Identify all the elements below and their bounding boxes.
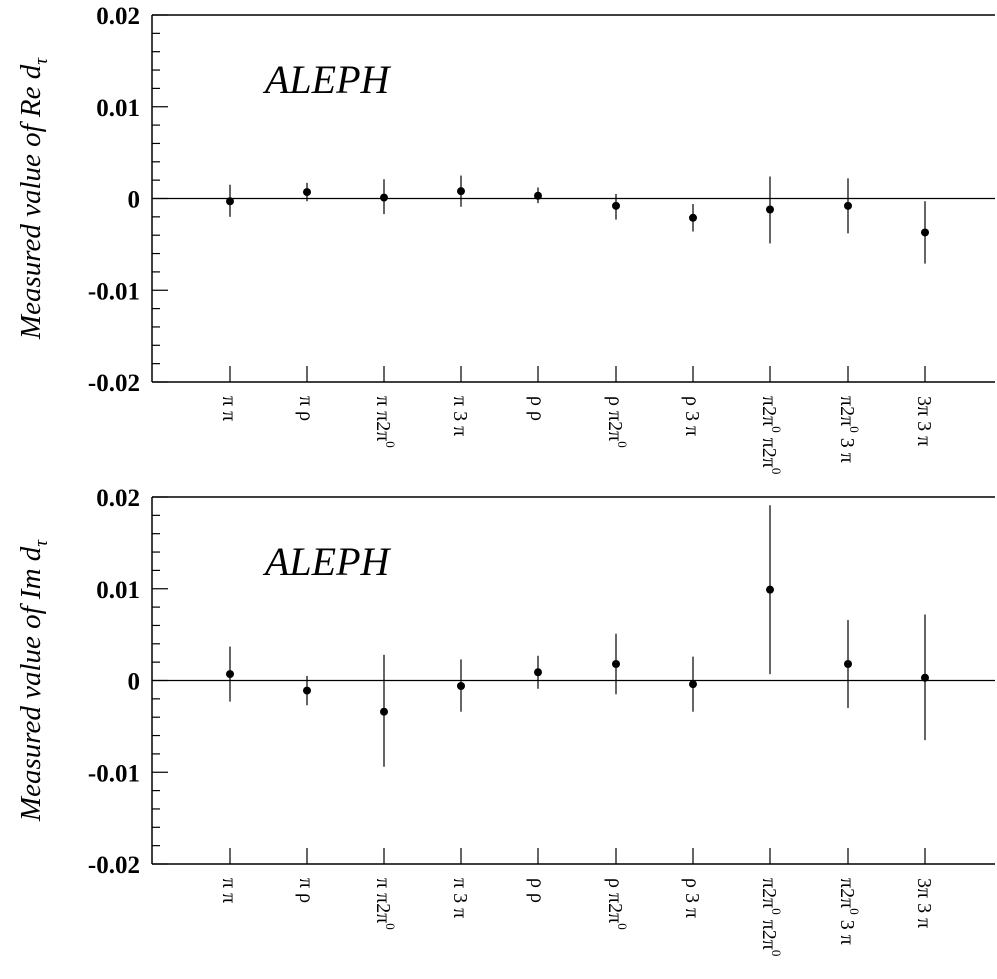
x-category-label: ρ ρ (526, 878, 548, 903)
x-category-label: ρ 3 π (681, 878, 703, 918)
aleph-annotation: ALEPH (262, 539, 392, 584)
category-label-text: π2π (758, 878, 780, 908)
category-label-superscript: 0 (769, 468, 784, 475)
category-label-text: π 3 π (449, 878, 471, 918)
x-category-label: ρ π2π0 (604, 396, 630, 448)
category-label-text: ρ π2π (604, 396, 626, 441)
x-category-label: π ρ (295, 878, 317, 903)
y-axis-label-subscript: τ (31, 539, 52, 547)
category-label-text: 3π 3 π (913, 396, 935, 446)
data-point (612, 201, 620, 210)
y-tick-label: 0.02 (96, 485, 140, 512)
category-label-text: π2π (836, 396, 858, 426)
x-category-label: ρ ρ (526, 396, 548, 421)
category-label-superscript: 0 (769, 908, 784, 915)
data-point (844, 659, 852, 668)
x-category-label: π2π0 π2π0 (758, 878, 784, 956)
data-point (766, 585, 774, 594)
x-category-label: 3π 3 π (913, 396, 935, 446)
y-tick-label: 0.01 (96, 577, 140, 604)
category-label-text: ρ ρ (526, 878, 548, 903)
data-point (534, 668, 542, 677)
data-point (303, 188, 311, 197)
x-category-label: π2π0 3 π (836, 396, 862, 463)
data-point (612, 659, 620, 668)
category-label-text: 3 π (836, 915, 858, 945)
category-label-text: π π2π (372, 878, 394, 923)
y-axis-label: Measured value of Re dτ (15, 57, 52, 340)
x-category-label: π 3 π (449, 878, 471, 918)
y-tick-label: 0 (128, 187, 141, 214)
data-point (303, 686, 311, 695)
x-category-label: π π (218, 878, 240, 903)
category-label-text: π 3 π (449, 396, 471, 436)
data-point (457, 187, 465, 196)
category-label-superscript: 0 (769, 426, 784, 433)
category-label-text: π2π (758, 396, 780, 426)
category-label-superscript: 0 (847, 908, 862, 915)
x-category-label: π2π0 3 π (836, 878, 862, 945)
data-point (689, 680, 697, 689)
data-point (689, 213, 697, 222)
y-tick-label: -0.02 (88, 852, 140, 879)
x-category-label: π ρ (295, 396, 317, 421)
category-label-superscript: 0 (615, 441, 630, 448)
x-category-label: π π (218, 396, 240, 421)
data-point (226, 670, 234, 679)
aleph-annotation: ALEPH (262, 57, 392, 102)
y-tick-label: -0.01 (88, 760, 140, 787)
data-point (766, 205, 774, 214)
data-point (226, 197, 234, 206)
y-tick-label: -0.02 (88, 370, 140, 397)
category-label-text: ρ ρ (526, 396, 548, 421)
data-point (921, 673, 929, 682)
y-axis-label-main: Measured value of Im d (15, 546, 47, 822)
category-label-text: 3π 3 π (913, 878, 935, 928)
x-category-label: π π2π0 (372, 396, 398, 448)
category-label-text: ρ π2π (604, 878, 626, 923)
x-category-label: π2π0 π2π0 (758, 396, 784, 474)
category-label-text: π ρ (295, 396, 317, 421)
x-category-label: ρ 3 π (681, 396, 703, 436)
y-tick-label: 0 (128, 669, 141, 696)
category-label-text: π ρ (295, 878, 317, 903)
category-label-text: π π (218, 878, 240, 903)
data-point (921, 228, 929, 237)
data-point (844, 201, 852, 210)
category-label-text: ρ 3 π (681, 878, 703, 918)
category-label-text: π π (218, 396, 240, 421)
data-point (380, 707, 388, 716)
category-label-text: 3 π (836, 433, 858, 463)
x-category-label: 3π 3 π (913, 878, 935, 928)
x-category-label: π 3 π (449, 396, 471, 436)
category-label-text: π π2π (372, 396, 394, 441)
x-category-label: π π2π0 (372, 878, 398, 930)
y-tick-label: 0.01 (96, 95, 140, 122)
y-tick-label: 0.02 (96, 3, 140, 30)
x-category-label: ρ π2π0 (604, 878, 630, 930)
category-label-text: π2π (758, 433, 780, 468)
category-label-superscript: 0 (383, 441, 398, 448)
category-label-superscript: 0 (769, 950, 784, 957)
y-tick-label: -0.01 (88, 278, 140, 305)
data-point (534, 191, 542, 200)
category-label-text: ρ 3 π (681, 396, 703, 436)
category-label-superscript: 0 (847, 426, 862, 433)
category-label-text: π2π (758, 915, 780, 950)
data-point (457, 682, 465, 691)
y-axis-label: Measured value of Im dτ (15, 539, 52, 822)
y-axis-label-subscript: τ (31, 57, 52, 65)
data-point (380, 193, 388, 202)
category-label-superscript: 0 (615, 923, 630, 930)
category-label-text: π2π (836, 878, 858, 908)
category-label-superscript: 0 (383, 923, 398, 930)
y-axis-label-main: Measured value of Re d (15, 64, 47, 340)
